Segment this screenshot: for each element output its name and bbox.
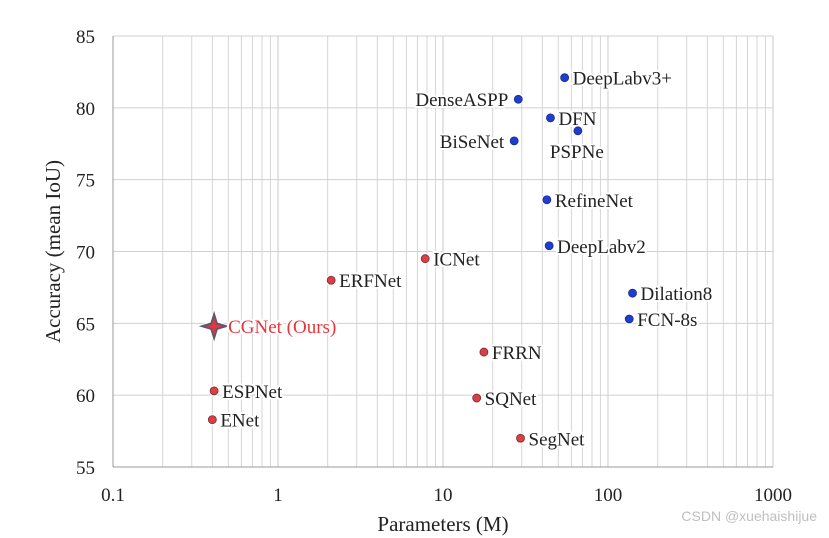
data-point	[479, 347, 489, 357]
data-point	[573, 126, 583, 136]
point-label: DenseASPP	[415, 90, 508, 111]
point-label: ERFNet	[339, 271, 402, 292]
y-tick-label: 55	[76, 458, 95, 479]
data-point	[513, 94, 523, 104]
x-tick-label: 1	[273, 485, 283, 506]
data-point	[560, 73, 570, 83]
data-point	[544, 241, 554, 251]
watermark: CSDN @xuehaishijue	[681, 508, 817, 524]
axes: 0.1 1 10 100 1000 55 60 65 70 75 80 85	[76, 27, 792, 506]
point-label: ESPNet	[222, 382, 283, 403]
point-label: BiSeNet	[440, 132, 505, 153]
data-point	[542, 195, 552, 205]
data-point	[509, 136, 519, 146]
data-point-star-core	[205, 317, 224, 336]
data-point	[472, 393, 482, 403]
y-tick-label: 65	[76, 314, 95, 335]
data-point	[207, 415, 217, 424]
point-label: SQNet	[485, 389, 537, 410]
point-label: DeepLabv2	[557, 237, 646, 258]
x-tick-label: 10	[434, 485, 453, 506]
data-point	[420, 254, 430, 264]
y-tick-label: 80	[76, 99, 95, 120]
point-label: PSPNe	[550, 142, 604, 163]
data-point	[326, 275, 336, 285]
data-point	[624, 314, 634, 324]
data-point	[516, 433, 525, 443]
data-point	[209, 386, 219, 396]
point-label: CGNet (Ours)	[228, 317, 336, 338]
x-axis-title: Parameters (M)	[377, 512, 508, 536]
data-point	[546, 113, 555, 123]
point-label: SegNet	[529, 429, 586, 450]
y-tick-label: 70	[76, 243, 95, 264]
x-tick-label: 100	[594, 485, 623, 506]
point-label: ENet	[220, 411, 260, 432]
point-label: RefineNet	[555, 191, 634, 212]
point-label: Dilation8	[641, 284, 713, 305]
data-point	[628, 288, 637, 298]
point-label: FCN-8s	[637, 310, 697, 331]
y-tick-label: 85	[76, 27, 95, 48]
y-tick-label: 60	[76, 386, 95, 407]
x-tick-label: 0.1	[101, 485, 125, 506]
y-tick-label: 75	[76, 171, 95, 192]
point-label: ICNet	[433, 250, 480, 271]
point-label: DFN	[558, 109, 596, 130]
data-points: CGNet (Ours) ESPNet ENet ERFNet ICNet FRRN SQN…	[195, 67, 714, 452]
point-label: DeepLabv3+	[573, 69, 672, 90]
point-label: FRRN	[492, 343, 542, 364]
y-axis-title: Accuracy (mean IoU)	[41, 160, 65, 343]
x-tick-label: 1000	[754, 485, 792, 506]
